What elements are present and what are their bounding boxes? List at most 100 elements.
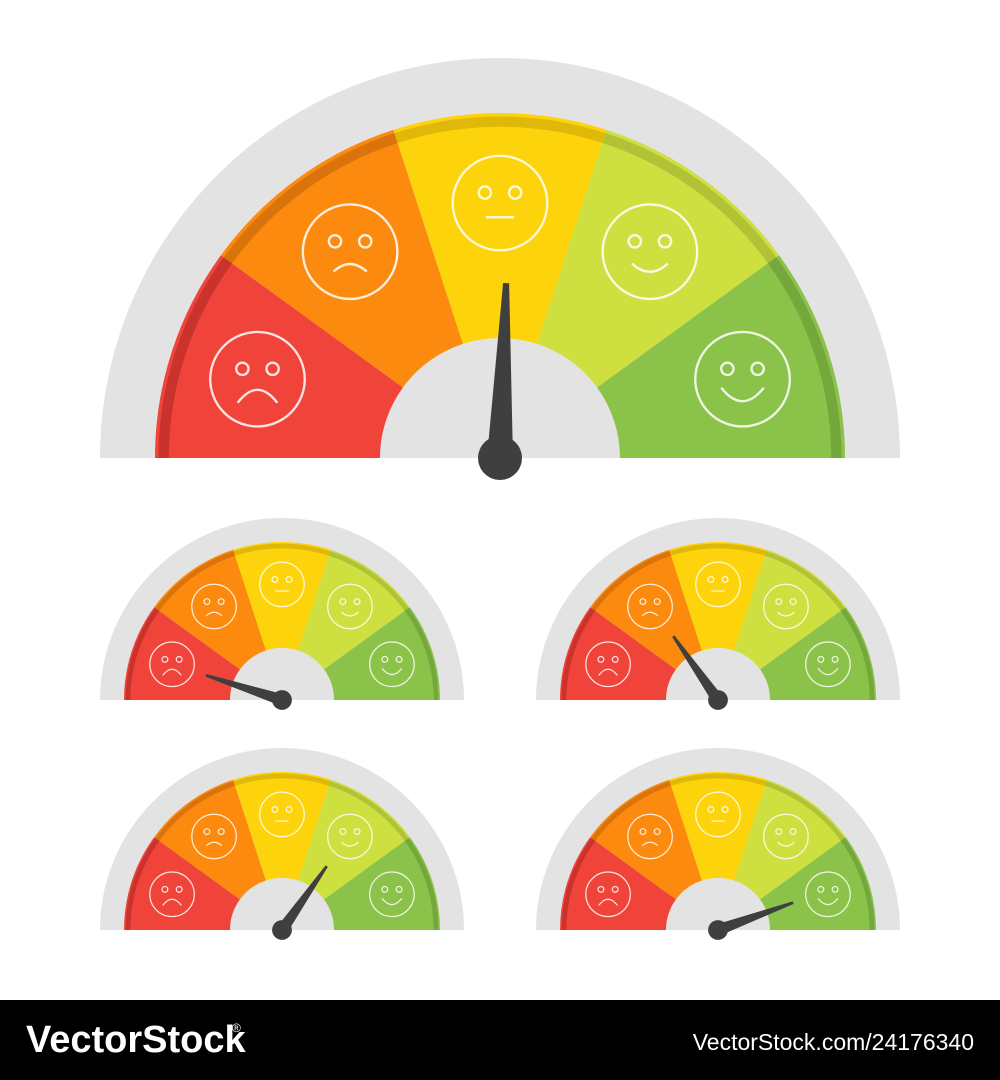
segment-rim bbox=[394, 116, 606, 144]
mouth bbox=[162, 668, 182, 676]
segment-rim bbox=[840, 608, 875, 701]
eye bbox=[217, 598, 225, 606]
mouth bbox=[641, 611, 659, 617]
eye bbox=[271, 806, 279, 813]
mouth bbox=[381, 667, 403, 676]
eye bbox=[831, 655, 839, 663]
face bbox=[763, 813, 809, 860]
segment-rim bbox=[591, 781, 672, 841]
segment-rim bbox=[669, 543, 767, 556]
eye bbox=[627, 233, 643, 249]
needle-hub bbox=[708, 690, 728, 710]
mouth bbox=[817, 897, 839, 906]
face bbox=[805, 641, 851, 688]
face bbox=[369, 641, 415, 688]
eye bbox=[265, 361, 280, 377]
eye bbox=[395, 655, 403, 663]
segment-rim bbox=[764, 551, 845, 611]
face bbox=[191, 813, 237, 860]
gauge bbox=[100, 58, 900, 480]
gauge bbox=[536, 748, 900, 940]
face bbox=[627, 813, 673, 860]
face bbox=[601, 203, 699, 301]
gauge-segment bbox=[155, 255, 403, 458]
eye bbox=[161, 655, 169, 663]
eye bbox=[817, 885, 825, 893]
eye bbox=[707, 576, 715, 583]
eye bbox=[271, 576, 279, 583]
eye bbox=[285, 806, 293, 813]
mouth bbox=[631, 262, 669, 273]
eye bbox=[381, 885, 389, 893]
eye bbox=[831, 885, 839, 893]
face bbox=[191, 583, 237, 630]
face bbox=[259, 561, 305, 608]
mouth bbox=[381, 897, 403, 906]
segment-rim bbox=[602, 133, 777, 264]
gauge bbox=[100, 748, 464, 940]
gauge-segment bbox=[233, 772, 331, 881]
eye bbox=[721, 806, 729, 813]
mouth bbox=[341, 841, 359, 847]
eye bbox=[775, 598, 783, 606]
eye bbox=[657, 233, 673, 249]
eye bbox=[639, 598, 647, 606]
face bbox=[301, 203, 399, 301]
needle-hub bbox=[708, 920, 728, 940]
segment-rim bbox=[840, 838, 875, 931]
segment-rim bbox=[561, 838, 596, 931]
eye bbox=[353, 828, 361, 836]
footer-bar bbox=[0, 1000, 1000, 1080]
eye bbox=[789, 598, 797, 606]
eye bbox=[235, 361, 250, 377]
face bbox=[695, 791, 741, 838]
eye bbox=[175, 885, 183, 893]
mouth bbox=[641, 841, 659, 847]
eye bbox=[750, 361, 765, 377]
needle bbox=[205, 673, 284, 706]
eye bbox=[327, 233, 343, 249]
gauge-segment bbox=[233, 542, 331, 651]
eye bbox=[611, 885, 619, 893]
face bbox=[149, 871, 195, 918]
face bbox=[585, 871, 631, 918]
mouth bbox=[598, 898, 618, 906]
mouth bbox=[777, 611, 795, 617]
eye bbox=[339, 828, 347, 836]
url: VectorStock.com/24176340 bbox=[693, 1029, 974, 1055]
gauge-segment bbox=[669, 542, 767, 651]
mouth bbox=[205, 611, 223, 617]
face bbox=[695, 561, 741, 608]
eye bbox=[597, 655, 605, 663]
gauge-segment bbox=[669, 772, 767, 881]
face bbox=[694, 330, 791, 428]
eye bbox=[477, 185, 493, 200]
eye bbox=[817, 655, 825, 663]
segment-rim bbox=[125, 838, 160, 931]
segment-rim bbox=[155, 781, 236, 841]
gauge-segment bbox=[220, 129, 463, 388]
eye bbox=[775, 828, 783, 836]
eye bbox=[597, 885, 605, 893]
segment-rim bbox=[669, 773, 767, 786]
gauge-segment bbox=[393, 113, 607, 344]
eye bbox=[381, 655, 389, 663]
segment-rim bbox=[328, 551, 409, 611]
eye bbox=[720, 361, 735, 377]
face bbox=[805, 871, 851, 918]
face bbox=[149, 641, 195, 688]
eye bbox=[161, 885, 169, 893]
segment-rim bbox=[404, 608, 439, 701]
gauge bbox=[100, 518, 464, 710]
eye bbox=[203, 598, 211, 606]
mouth bbox=[162, 898, 182, 906]
segment-rim bbox=[233, 773, 331, 786]
needle bbox=[715, 901, 794, 936]
mouth bbox=[236, 388, 279, 404]
eye bbox=[721, 576, 729, 583]
eye bbox=[217, 828, 225, 836]
needle-hub bbox=[272, 690, 292, 710]
needle bbox=[672, 635, 723, 704]
